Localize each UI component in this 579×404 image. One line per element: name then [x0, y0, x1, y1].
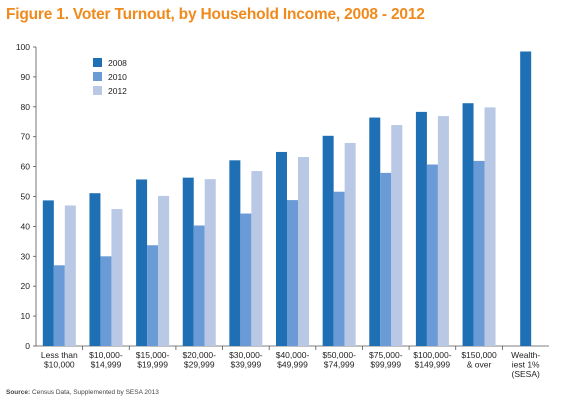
y-tick-label: 90 — [21, 72, 31, 82]
category-label: Wealth- — [511, 350, 540, 360]
bar-2008-10 — [520, 51, 532, 347]
category-label: Less than — [41, 350, 78, 360]
bar-2010-7 — [380, 172, 392, 346]
legend-label-2008: 2008 — [108, 58, 127, 68]
category-label: $10,000 — [44, 360, 75, 370]
bar-2008-1 — [89, 193, 101, 346]
source-note: Source: Census Data, Supplemented by SES… — [6, 389, 159, 396]
category-label: $75,000- — [369, 350, 403, 360]
y-tick-label: 70 — [21, 132, 31, 142]
category-label: $40,000- — [276, 350, 310, 360]
bar-2012-0 — [64, 205, 76, 346]
category-label: $39,999 — [230, 360, 261, 370]
y-tick-label: 80 — [21, 102, 31, 112]
category-label: $14,999 — [91, 360, 122, 370]
bar-2008-2 — [136, 179, 148, 346]
bar-2008-6 — [322, 135, 334, 346]
bar-2010-4 — [240, 213, 252, 346]
legend-swatch-2010 — [93, 72, 102, 81]
category-label: $49,999 — [277, 360, 308, 370]
y-tick-label: 0 — [25, 341, 30, 351]
category-label: iest 1% — [512, 360, 540, 370]
category-label: $150,000 — [461, 350, 497, 360]
bar-2012-2 — [158, 195, 170, 346]
bar-2012-7 — [391, 125, 403, 346]
bar-2008-7 — [369, 117, 381, 346]
y-tick-label: 100 — [16, 42, 30, 52]
legend-swatch-2008 — [93, 58, 102, 67]
y-tick-labels: 0 10 20 30 40 50 60 70 80 90 100 — [16, 42, 30, 351]
category-label: $99,999 — [370, 360, 401, 370]
y-tick-label: 30 — [21, 251, 31, 261]
y-tick-label: 60 — [21, 162, 31, 172]
bar-2012-3 — [204, 179, 216, 346]
category-label: $74,999 — [324, 360, 355, 370]
category-labels: Less than$10,000$10,000-$14,999$15,000-$… — [41, 350, 541, 379]
y-tick-label: 10 — [21, 311, 31, 321]
bar-2010-0 — [53, 265, 65, 346]
bars — [42, 51, 532, 347]
category-label: $30,000- — [229, 350, 263, 360]
category-label: $15,000- — [136, 350, 170, 360]
bar-2008-8 — [415, 111, 427, 346]
chart-title: Figure 1. Voter Turnout, by Household In… — [6, 6, 425, 23]
legend-swatch-2012 — [93, 86, 102, 95]
category-label: $10,000- — [89, 350, 123, 360]
bar-2012-4 — [251, 171, 263, 346]
legend-label-2012: 2012 — [108, 86, 127, 96]
bar-2010-9 — [473, 160, 485, 346]
category-label: $29,999 — [184, 360, 215, 370]
category-label: (SESA) — [512, 369, 541, 379]
bar-2008-9 — [462, 103, 474, 347]
bar-2012-9 — [484, 107, 496, 347]
y-tick-label: 20 — [21, 281, 31, 291]
category-label: $50,000- — [322, 350, 356, 360]
category-label: $149,999 — [415, 360, 451, 370]
bar-2008-3 — [182, 177, 194, 346]
bar-2010-8 — [426, 164, 438, 346]
category-label: & over — [467, 360, 492, 370]
y-tick-label: 50 — [21, 192, 31, 202]
bar-2012-8 — [437, 116, 449, 346]
bar-2010-3 — [193, 225, 205, 346]
legend-label-2010: 2010 — [108, 72, 127, 82]
source-label: Source: — [6, 389, 31, 396]
bar-2012-1 — [111, 209, 123, 346]
bar-2012-6 — [344, 142, 356, 346]
bar-2008-0 — [42, 200, 54, 346]
legend: 2008 2010 2012 — [93, 58, 127, 96]
category-label: $20,000- — [182, 350, 216, 360]
bar-2010-5 — [287, 200, 298, 346]
y-tick-label: 40 — [21, 221, 31, 231]
bar-2008-4 — [229, 160, 241, 346]
bar-2008-5 — [276, 151, 287, 346]
category-label: $100,000- — [413, 350, 451, 360]
bar-2010-1 — [100, 256, 112, 346]
source-text: Census Data, Supplemented by SESA 2013 — [32, 389, 159, 396]
bar-2012-5 — [298, 157, 309, 346]
bar-2010-2 — [147, 245, 159, 346]
category-label: $19,999 — [137, 360, 168, 370]
bar-2010-6 — [333, 191, 345, 346]
